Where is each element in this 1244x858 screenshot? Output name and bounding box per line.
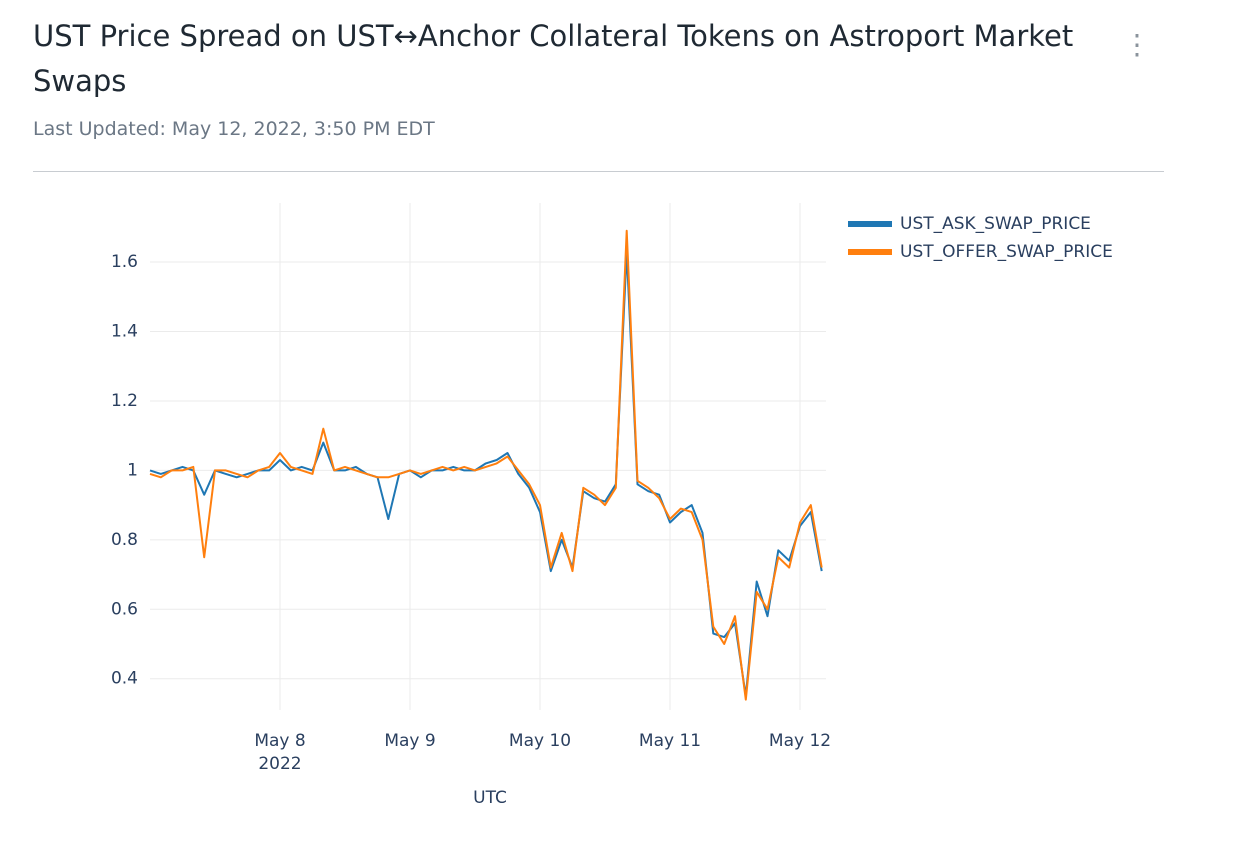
- legend-swatch: [848, 221, 892, 227]
- x-tick-label: May 9: [384, 731, 435, 751]
- y-tick-label: 0.4: [111, 669, 138, 689]
- y-tick-label: 1: [127, 460, 138, 480]
- series-line: [149, 229, 823, 701]
- legend-swatch: [848, 249, 892, 255]
- divider: [33, 171, 1164, 172]
- x-tick-label: May 10: [509, 731, 571, 751]
- legend-label: UST_OFFER_SWAP_PRICE: [900, 242, 1113, 262]
- y-tick-label: 0.6: [111, 599, 138, 619]
- y-tick-label: 1.6: [111, 252, 138, 272]
- legend-label: UST_ASK_SWAP_PRICE: [900, 214, 1091, 234]
- chart-subtitle: Last Updated: May 12, 2022, 3:50 PM EDT: [33, 118, 435, 140]
- x-tick-sublabel: 2022: [258, 754, 301, 774]
- x-axis-label: UTC: [473, 788, 507, 808]
- y-tick-label: 1.4: [111, 321, 138, 341]
- x-tick-label: May 11: [639, 731, 701, 751]
- y-tick-label: 0.8: [111, 530, 138, 550]
- chart-title: UST Price Spread on UST↔Anchor Collatera…: [33, 19, 1074, 98]
- x-tick-label: May 8: [254, 731, 305, 751]
- series-line: [149, 250, 823, 698]
- y-tick-label: 1.2: [111, 391, 138, 411]
- x-tick-label: May 12: [769, 731, 831, 751]
- menu-button[interactable]: ⋮: [1123, 28, 1151, 61]
